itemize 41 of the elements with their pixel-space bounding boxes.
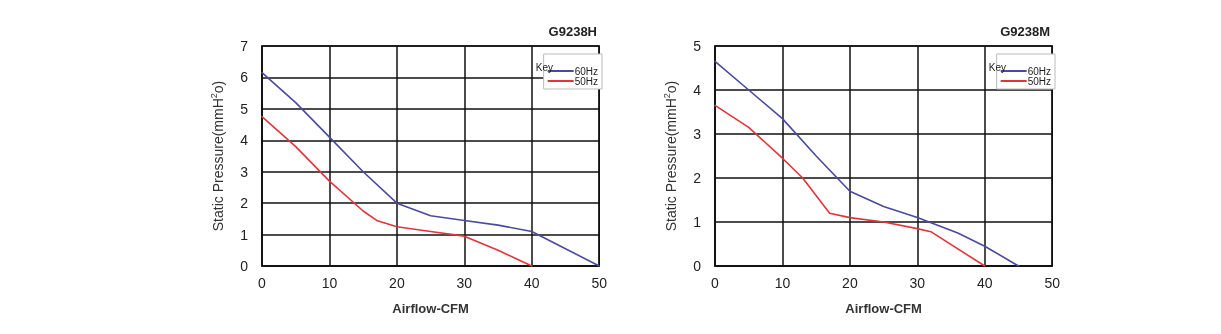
y-tick-label: 4 <box>240 132 249 149</box>
x-tick-label: 50 <box>591 275 608 291</box>
x-tick-label: 40 <box>523 275 540 291</box>
y-tick-label: 3 <box>693 126 702 142</box>
x-tick-label: 50 <box>1044 275 1061 291</box>
chart-title: G9238M <box>1000 24 1051 39</box>
y-tick-label: 1 <box>693 214 702 230</box>
legend-label: 50Hz <box>1027 75 1052 87</box>
x-tick-label: 30 <box>909 275 926 291</box>
y-tick-label: 2 <box>693 170 702 186</box>
x-tick-label: 0 <box>711 275 720 291</box>
line-series <box>714 104 986 267</box>
chart-title: G9238H <box>548 24 597 39</box>
x-tick-label: 20 <box>389 275 405 291</box>
legend-label: 60Hz <box>1027 65 1052 77</box>
y-tick-label: 7 <box>240 38 249 54</box>
x-axis-title: Airflow-CFM <box>392 301 469 316</box>
legend-title: Key <box>988 61 1006 73</box>
y-tick-label: 5 <box>693 38 702 54</box>
x-tick-label: 20 <box>842 275 858 291</box>
y-axis-title: Static Pressure(mmH2o) <box>661 80 679 232</box>
y-tick-label: 5 <box>240 100 249 117</box>
y-tick-label: 4 <box>693 82 702 98</box>
y-tick-label: 0 <box>693 258 702 274</box>
x-tick-label: 0 <box>258 275 267 291</box>
line-series <box>261 115 533 267</box>
x-tick-label: 30 <box>456 275 473 291</box>
x-tick-label: 10 <box>774 275 791 291</box>
y-tick-label: 3 <box>240 163 249 180</box>
legend-label: 60Hz <box>574 65 599 77</box>
legend-title: Key <box>535 61 553 73</box>
x-axis-title: Airflow-CFM <box>845 301 922 316</box>
x-tick-label: 10 <box>321 275 338 291</box>
y-axis-title: Static Pressure(mmH2o) <box>208 80 226 232</box>
y-tick-label: 2 <box>240 195 249 212</box>
line-series <box>714 60 1020 267</box>
legend-label: 50Hz <box>574 75 599 87</box>
y-tick-label: 0 <box>240 258 249 274</box>
x-tick-label: 40 <box>976 275 993 291</box>
y-tick-label: 6 <box>240 69 249 86</box>
y-tick-label: 1 <box>240 226 249 243</box>
